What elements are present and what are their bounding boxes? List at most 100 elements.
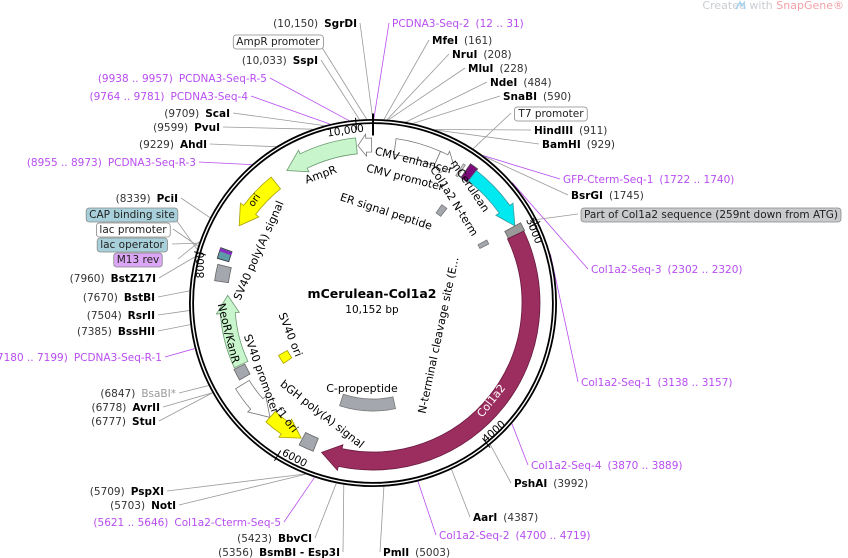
feature-label-nterm-cleavage[interactable]: N-terminal cleavage site (E... [416,256,462,415]
site-position: (9229) [139,139,174,151]
feature-tag[interactable]: CAP binding site [85,207,179,223]
leader-line [320,59,360,120]
leader-line [388,67,466,120]
primer-label[interactable]: (8955 .. 8973) PCDNA3-Seq-R-3 [27,157,196,169]
primer-label[interactable]: Col1a2-Seq-1 (3138 .. 3157) [581,377,733,389]
feature-tag[interactable]: Part of Col1a2 sequence (259nt down from… [580,207,842,223]
site-name: HindIII [534,125,573,137]
plasmid-name: mCerulean-Col1a2 [308,286,437,301]
leader-line [383,39,430,120]
restriction-site-label[interactable]: HindIII (911) [534,125,607,137]
restriction-site-label[interactable]: (7960) BstZ17I [70,273,156,285]
site-name: AarI [473,512,497,524]
t7-promoter-mark[interactable] [455,163,466,178]
leader-line [269,77,350,121]
leader-line [373,22,390,120]
cmv-promoter-arrow[interactable] [433,150,455,174]
restriction-site-label[interactable]: (8339) PciI [116,193,178,205]
restriction-site-label[interactable]: BsrGI (1745) [571,190,644,202]
primer-label[interactable]: Col1a2-Seq-4 (3870 .. 3889) [531,460,683,472]
restriction-site-label[interactable]: (6777) StuI [91,416,156,428]
restriction-site-label[interactable]: (10,150) SgrDI [273,18,357,30]
grey-feature-box[interactable] [233,363,251,381]
restriction-site-label[interactable]: (6847) BsaBI* [100,388,176,400]
restriction-site-label[interactable]: BamHI (929) [542,139,615,151]
site-name: SnaBI [503,91,537,103]
bgh-polya-box[interactable] [298,431,319,452]
leader-line [511,182,589,270]
restriction-site-label[interactable]: NdeI (484) [490,77,552,89]
primer-label[interactable]: GFP-Cterm-Seq-1 (1722 .. 1740) [563,174,734,186]
primer-name: Col1a2-Seq-2 [439,530,510,542]
mcerulean-arrow[interactable] [467,170,516,227]
primer-label[interactable]: Col1a2-Seq-2 (4700 .. 4719) [439,530,591,542]
site-position: (5003) [415,547,450,558]
site-name: SgrDI [324,18,357,30]
col1a2-arrow[interactable] [320,230,541,472]
primer-label[interactable]: (9764 .. 9781) PCDNA3-Seq-4 [89,91,248,103]
ori-arrow[interactable] [238,176,282,227]
feature-tag[interactable]: lac promoter [96,222,171,238]
c-propeptide-arc[interactable] [339,393,396,412]
leader-line [482,155,561,180]
restriction-site-label[interactable]: (10,033) SspI [242,55,318,67]
ampr-arrow[interactable] [286,137,358,173]
feature-label-c-propeptide[interactable]: C-propeptide [326,382,398,395]
sv40-polya-box[interactable] [214,263,232,284]
m13-rev-mark[interactable] [219,248,233,256]
feature-label-sv40-polya[interactable]: SV40 poly(A) signal [231,199,287,302]
feature-tag[interactable]: M13 rev [113,252,163,268]
restriction-site-label[interactable]: (6778) AvrII [91,402,160,414]
restriction-site-label[interactable]: NruI (208) [452,49,512,61]
site-position: (9599) [153,122,188,134]
restriction-site-label[interactable]: PmlI (5003) [383,547,450,558]
restriction-site-label[interactable]: PshAI (3992) [514,478,588,490]
feature-tag-label: lac operator [100,239,164,251]
site-name: PvuI [194,122,220,134]
restriction-site-label[interactable]: (7385) BssHII [77,326,155,338]
er-signal-peptide-box[interactable] [435,204,448,217]
primer-label[interactable]: PCDNA3-Seq-2 (12 .. 31) [392,18,524,30]
site-name: SspI [293,55,318,67]
restriction-site-label[interactable]: (5709) PspXI [90,486,164,498]
mcerulean-cap[interactable] [460,163,479,183]
feature-tag[interactable]: T7 promoter [514,106,588,122]
site-name: NdeI [490,77,517,89]
restriction-site-label[interactable]: (7504) RsrII [87,310,155,322]
leader-line [177,241,200,260]
restriction-site-label[interactable]: (5423) BbvCI [237,533,312,545]
restriction-site-label[interactable]: (9229) AhdI [139,139,207,151]
feature-tag[interactable]: lac operator [96,237,168,253]
restriction-site-label[interactable]: (5356) BsmBI - Esp3I [218,547,340,558]
site-position: (208) [483,49,511,61]
primer-label[interactable]: (5621 .. 5646) Col1a2-Cterm-Seq-5 [93,517,281,529]
feature-tag[interactable]: AmpR promoter [232,34,324,50]
primer-label[interactable]: Col1a2-Seq-3 (2302 .. 2320) [591,264,743,276]
feature-tag-box [96,222,171,238]
restriction-site-label[interactable]: (9709) ScaI [164,108,230,120]
plasmid-length: 10,152 bp [345,304,399,316]
restriction-site-label[interactable]: MfeI (161) [432,35,492,47]
feature-label-er-signal-peptide[interactable]: ER signal peptide [338,191,434,233]
feature-tag-label: CAP binding site [89,209,175,221]
site-name: AhdI [180,139,207,151]
sv40-promoter-arrow[interactable] [235,379,271,418]
feature-label-sv40-ori[interactable]: SV40 ori [276,311,305,359]
ampr-promoter-arrow[interactable] [357,132,373,158]
restriction-site-label[interactable]: (9599) PvuI [153,122,220,134]
restriction-site-label[interactable]: SnaBI (590) [503,91,571,103]
neor-kanr-arrow[interactable] [215,294,249,369]
restriction-site-label[interactable]: (5703) NotI [110,500,176,512]
primer-label[interactable]: (9938 .. 9957) PCDNA3-Seq-R-5 [98,73,267,85]
leader-line [314,483,337,539]
restriction-site-label[interactable]: (7670) BstBI [83,292,155,304]
primer-label[interactable]: (7180 .. 7199) PCDNA3-Seq-R-1 [0,352,162,364]
nterm-cleavage-box[interactable] [477,239,490,250]
restriction-site-label[interactable]: AarI (4387) [473,512,538,524]
f1-ori-arrow[interactable] [265,410,302,439]
primer-name: Col1a2-Cterm-Seq-5 [174,517,281,529]
restriction-site-label[interactable]: MluI (228) [468,63,528,75]
tick-mark [482,437,491,448]
sv40-ori-box[interactable] [277,349,293,364]
